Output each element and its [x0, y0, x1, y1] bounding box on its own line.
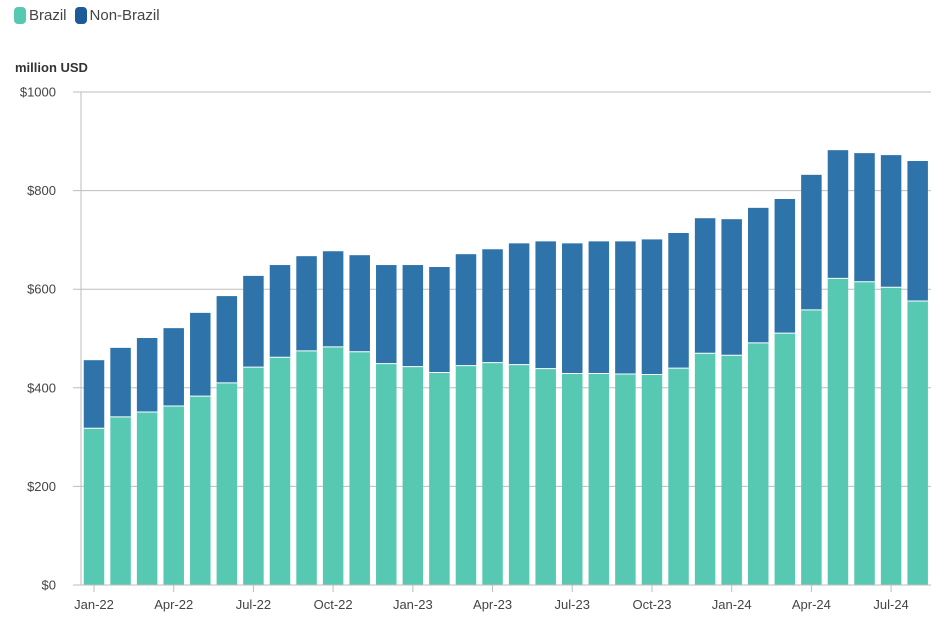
bar-brazil	[322, 346, 344, 585]
bar-non-brazil	[827, 150, 849, 279]
y-axis-unit-label: million USD	[15, 60, 88, 75]
bar-brazil	[110, 416, 131, 585]
bar-brazil	[376, 363, 397, 585]
bar-non-brazil	[402, 265, 424, 367]
bar-non-brazil	[110, 347, 131, 417]
bars	[83, 150, 928, 585]
x-tick-label: Apr-22	[154, 597, 193, 612]
y-tick-label: $0	[42, 578, 56, 593]
bar-non-brazil	[296, 256, 317, 351]
y-tick-label: $800	[27, 183, 56, 198]
bar-brazil	[402, 366, 424, 585]
bar-non-brazil	[562, 243, 583, 374]
bar-brazil	[136, 411, 158, 585]
bar-non-brazil	[854, 153, 875, 282]
bar-brazil	[880, 287, 902, 585]
legend-item-brazil[interactable]: Brazil	[14, 7, 67, 24]
bar-non-brazil	[641, 239, 663, 375]
x-tick-label: Jul-24	[873, 597, 908, 612]
bar-non-brazil	[907, 161, 928, 302]
y-tick-label: $600	[27, 282, 56, 297]
legend-label-brazil: Brazil	[29, 7, 67, 24]
bar-brazil	[163, 406, 184, 585]
bar-non-brazil	[349, 255, 370, 352]
bar-brazil	[721, 355, 742, 585]
y-tick-label: $400	[27, 380, 56, 395]
bar-brazil	[801, 309, 822, 585]
x-tick-label: Jan-23	[393, 597, 433, 612]
bar-brazil	[748, 342, 769, 585]
bar-non-brazil	[163, 328, 184, 407]
bar-brazil	[668, 368, 689, 585]
bar-non-brazil	[535, 241, 556, 369]
bar-non-brazil	[376, 265, 397, 364]
legend-label-non-brazil: Non-Brazil	[89, 7, 160, 24]
bar-brazil	[83, 428, 105, 585]
legend-swatch-non-brazil	[74, 7, 87, 24]
y-tick-label: $200	[27, 479, 56, 494]
bar-brazil	[482, 362, 503, 585]
bar-non-brazil	[721, 219, 742, 356]
chart-legend: Brazil Non-Brazil	[14, 7, 160, 24]
x-tick-label: Oct-22	[314, 597, 353, 612]
bar-brazil	[190, 396, 211, 585]
bar-non-brazil	[269, 265, 291, 358]
y-tick-label: $1000	[20, 85, 56, 100]
bar-brazil	[827, 278, 849, 585]
bar-brazil	[508, 364, 530, 585]
x-tick-label: Jul-22	[236, 597, 271, 612]
bar-non-brazil	[508, 243, 530, 365]
bar-non-brazil	[801, 174, 822, 310]
bar-brazil	[774, 333, 796, 585]
bar-non-brazil	[136, 338, 158, 412]
x-tick-label: Jan-22	[74, 597, 114, 612]
bar-brazil	[854, 281, 875, 585]
bar-non-brazil	[588, 241, 610, 374]
bar-non-brazil	[322, 251, 344, 347]
legend-item-non-brazil[interactable]: Non-Brazil	[74, 7, 160, 24]
bar-brazil	[535, 368, 556, 585]
bar-non-brazil	[83, 360, 105, 429]
bar-brazil	[455, 365, 477, 585]
bar-non-brazil	[694, 218, 716, 354]
axes	[73, 92, 931, 586]
bar-non-brazil	[880, 155, 902, 288]
x-tick-label: Jul-23	[555, 597, 590, 612]
bar-brazil	[429, 372, 450, 585]
bar-non-brazil	[668, 232, 689, 369]
bar-non-brazil	[429, 267, 450, 373]
bar-non-brazil	[615, 241, 636, 374]
bar-brazil	[641, 374, 663, 585]
bar-brazil	[694, 353, 716, 585]
x-axis-ticks: Jan-22 Apr-22 Jul-22 Oct-22 Jan-23 Apr-23 Jul-…	[74, 585, 909, 612]
bar-non-brazil	[190, 312, 211, 397]
bar-brazil	[907, 301, 928, 585]
y-axis-ticks: $0 $200 $400 $600 $800 $1000	[20, 85, 56, 593]
bar-brazil	[615, 373, 636, 585]
x-tick-label: Oct-23	[632, 597, 671, 612]
bar-non-brazil	[748, 207, 769, 343]
bar-brazil	[349, 351, 370, 585]
bar-brazil	[243, 367, 264, 585]
x-tick-label: Apr-24	[792, 597, 831, 612]
bar-brazil	[588, 373, 610, 585]
bar-brazil	[216, 382, 238, 585]
bar-brazil	[562, 373, 583, 585]
bar-non-brazil	[243, 275, 264, 368]
bar-brazil	[269, 357, 291, 585]
bar-non-brazil	[455, 254, 477, 366]
bar-non-brazil	[216, 296, 238, 383]
legend-swatch-brazil	[14, 7, 26, 24]
bar-non-brazil	[482, 249, 503, 363]
bar-non-brazil	[774, 198, 796, 334]
x-tick-label: Jan-24	[712, 597, 752, 612]
x-tick-label: Apr-23	[473, 597, 512, 612]
bar-brazil	[296, 350, 317, 585]
